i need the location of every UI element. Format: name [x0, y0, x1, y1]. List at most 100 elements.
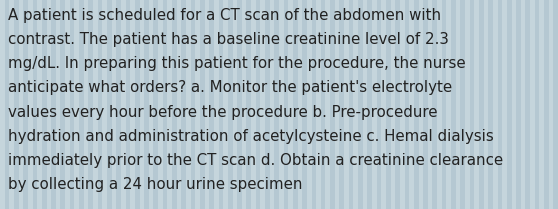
Bar: [400, 0, 405, 209]
Bar: [377, 0, 381, 209]
Bar: [316, 0, 321, 209]
Bar: [297, 0, 302, 209]
Bar: [214, 0, 219, 209]
Bar: [442, 0, 446, 209]
Bar: [242, 0, 247, 209]
Bar: [28, 0, 32, 209]
Bar: [283, 0, 288, 209]
Bar: [460, 0, 465, 209]
Bar: [93, 0, 98, 209]
Bar: [507, 0, 512, 209]
Bar: [74, 0, 79, 209]
Bar: [549, 0, 554, 209]
Bar: [339, 0, 344, 209]
Bar: [353, 0, 358, 209]
Bar: [344, 0, 349, 209]
Bar: [46, 0, 51, 209]
Bar: [470, 0, 474, 209]
Bar: [116, 0, 121, 209]
Bar: [172, 0, 177, 209]
Text: values every hour before the procedure b. Pre-procedure: values every hour before the procedure b…: [8, 104, 438, 120]
Bar: [9, 0, 14, 209]
Bar: [456, 0, 460, 209]
Bar: [535, 0, 540, 209]
Bar: [88, 0, 93, 209]
Bar: [14, 0, 18, 209]
Bar: [60, 0, 65, 209]
Bar: [186, 0, 191, 209]
Bar: [446, 0, 451, 209]
Bar: [428, 0, 432, 209]
Bar: [409, 0, 414, 209]
Bar: [335, 0, 339, 209]
Bar: [84, 0, 88, 209]
Bar: [23, 0, 28, 209]
Bar: [251, 0, 256, 209]
Bar: [484, 0, 488, 209]
Bar: [153, 0, 158, 209]
Bar: [191, 0, 195, 209]
Bar: [4, 0, 9, 209]
Bar: [112, 0, 116, 209]
Bar: [195, 0, 200, 209]
Bar: [358, 0, 363, 209]
Bar: [498, 0, 502, 209]
Bar: [321, 0, 325, 209]
Bar: [391, 0, 395, 209]
Bar: [205, 0, 209, 209]
Bar: [265, 0, 270, 209]
Bar: [418, 0, 423, 209]
Bar: [247, 0, 251, 209]
Bar: [270, 0, 275, 209]
Bar: [540, 0, 544, 209]
Bar: [149, 0, 153, 209]
Bar: [275, 0, 279, 209]
Bar: [363, 0, 367, 209]
Bar: [79, 0, 84, 209]
Bar: [372, 0, 377, 209]
Bar: [405, 0, 409, 209]
Bar: [526, 0, 530, 209]
Bar: [56, 0, 60, 209]
Bar: [288, 0, 293, 209]
Text: mg/dL. In preparing this patient for the procedure, the nurse: mg/dL. In preparing this patient for the…: [8, 56, 466, 71]
Bar: [395, 0, 400, 209]
Bar: [158, 0, 163, 209]
Bar: [293, 0, 297, 209]
Text: immediately prior to the CT scan d. Obtain a creatinine clearance: immediately prior to the CT scan d. Obta…: [8, 153, 503, 168]
Bar: [330, 0, 335, 209]
Text: hydration and administration of acetylcysteine c. Hemal dialysis: hydration and administration of acetylcy…: [8, 129, 494, 144]
Bar: [51, 0, 56, 209]
Bar: [493, 0, 498, 209]
Bar: [126, 0, 130, 209]
Bar: [228, 0, 233, 209]
Bar: [349, 0, 353, 209]
Bar: [311, 0, 316, 209]
Bar: [163, 0, 167, 209]
Bar: [65, 0, 70, 209]
Bar: [140, 0, 144, 209]
Bar: [544, 0, 549, 209]
Bar: [530, 0, 535, 209]
Bar: [423, 0, 428, 209]
Bar: [177, 0, 181, 209]
Bar: [70, 0, 74, 209]
Bar: [200, 0, 205, 209]
Bar: [432, 0, 437, 209]
Bar: [42, 0, 46, 209]
Bar: [367, 0, 372, 209]
Bar: [237, 0, 242, 209]
Bar: [223, 0, 228, 209]
Bar: [386, 0, 391, 209]
Bar: [135, 0, 140, 209]
Text: by collecting a 24 hour urine specimen: by collecting a 24 hour urine specimen: [8, 177, 303, 192]
Bar: [102, 0, 107, 209]
Bar: [516, 0, 521, 209]
Bar: [302, 0, 307, 209]
Bar: [307, 0, 311, 209]
Bar: [233, 0, 237, 209]
Bar: [502, 0, 507, 209]
Bar: [325, 0, 330, 209]
Bar: [130, 0, 135, 209]
Bar: [479, 0, 484, 209]
